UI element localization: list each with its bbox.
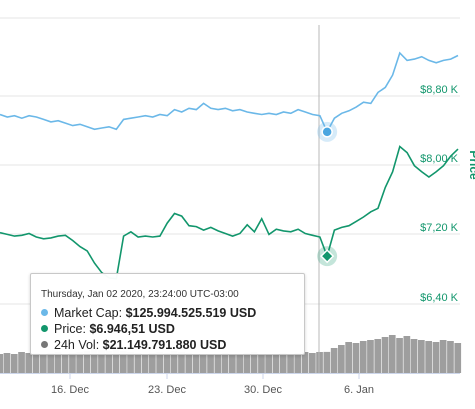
volume-bar (330, 348, 338, 373)
volume-bar (112, 350, 120, 373)
volume-bar (185, 353, 193, 373)
price-hover-point (320, 249, 335, 264)
volume-bar (214, 354, 222, 373)
y-axis-ticks: $6,40 K $7,20 K $8,00 K $8,80 K (420, 84, 459, 304)
volume-bar (279, 353, 287, 373)
volume-bar (243, 353, 251, 373)
volume-bar (90, 349, 98, 373)
volume-bar (127, 352, 134, 373)
volume-bar (410, 339, 418, 373)
price-series-line (0, 145, 459, 280)
volume-bar (396, 338, 403, 373)
x-axis-ticks: 16. Dec 23. Dec 30. Dec 6. Jan (51, 374, 374, 396)
volume-bar (316, 352, 323, 373)
volume-bar (221, 353, 229, 373)
volume-bar (265, 355, 272, 373)
x-tick-label: 30. Dec (244, 384, 282, 396)
volume-bar (294, 353, 302, 373)
y-tick-label: $6,40 K (420, 292, 459, 304)
market-cap-hover-point (321, 126, 333, 138)
tooltip-label: 24h Vol: (54, 338, 103, 352)
volume-bar (47, 353, 54, 373)
tooltip-value: $125.994.525.519 USD (125, 306, 257, 320)
volume-bar (323, 351, 331, 374)
volume-bar (54, 352, 62, 373)
volume-bar (199, 355, 207, 373)
volume-bar (170, 351, 178, 373)
volume-bar (359, 341, 367, 373)
volume-bar (454, 343, 462, 373)
tooltip-date: Thursday, Jan 02 2020, 23:24:00 UTC-03:0… (41, 289, 239, 300)
volume-bar (250, 352, 258, 373)
volume-bar (120, 351, 127, 373)
volume-bar (236, 355, 243, 373)
tooltip-row-volume: 24h Vol: $21.149.791.880 USD (41, 337, 304, 353)
volume-dot-icon (41, 341, 48, 348)
volume-bar (0, 354, 4, 373)
volume-bar (141, 354, 149, 373)
volume-bar (287, 354, 294, 373)
volume-bar (40, 354, 47, 373)
volume-bar (207, 355, 214, 373)
volume-bar (178, 352, 185, 373)
tooltip: Thursday, Jan 02 2020, 23:24:00 UTC-03:0… (30, 273, 305, 355)
volume-bar (10, 354, 18, 373)
y-tick-label: $8,00 K (420, 153, 459, 165)
volume-bar (418, 340, 425, 373)
volume-bar (25, 353, 33, 373)
tooltip-label: Market Cap: (54, 306, 126, 320)
volume-bar (425, 341, 432, 373)
y-tick-label: $8,80 K (420, 84, 459, 96)
volume-bar (338, 345, 345, 373)
market-cap-dot-icon (41, 309, 48, 316)
volume-bar (98, 350, 105, 373)
volume-bar (105, 351, 113, 373)
volume-bar (163, 353, 171, 373)
volume-bar (76, 352, 83, 373)
tooltip-row-price: Price: $6.946,51 USD (41, 321, 304, 337)
volume-bar (352, 343, 360, 373)
price-dot-icon (41, 325, 48, 332)
market-cap-series-line (0, 51, 459, 134)
volume-bar (149, 353, 156, 373)
volume-bar (447, 341, 454, 373)
volume-bar (258, 354, 265, 373)
volume-bar (156, 352, 163, 373)
tooltip-value: $21.149.791.880 USD (102, 338, 227, 352)
volume-bar (432, 342, 440, 373)
y-tick-label: $7,20 K (420, 222, 459, 234)
x-tick-label: 23. Dec (148, 384, 186, 396)
volume-bar (403, 336, 411, 373)
x-tick-label: 16. Dec (51, 384, 89, 396)
volume-bar (134, 353, 142, 373)
volume-bar (83, 351, 91, 373)
volume-bar (374, 339, 382, 373)
volume-bar (192, 354, 200, 373)
tooltip-row-market-cap: Market Cap: $125.994.525.519 USD (41, 305, 304, 321)
volume-bar (367, 340, 374, 373)
volume-bar (439, 340, 447, 373)
volume-bar (309, 353, 316, 373)
x-tick-label: 6. Jan (344, 384, 374, 396)
y-axis-title: Price (467, 150, 475, 180)
volume-bar (345, 342, 352, 373)
volume-bar (301, 352, 309, 373)
volume-series (0, 335, 462, 374)
volume-bar (61, 354, 69, 373)
hover-markers (317, 121, 338, 267)
gridlines (0, 17, 460, 305)
volume-bar (69, 353, 76, 373)
volume-bar (381, 337, 389, 373)
volume-bar (32, 353, 40, 373)
volume-bar (388, 335, 396, 373)
volume-bar (272, 354, 280, 373)
tooltip-label: Price: (54, 322, 90, 336)
tooltip-value: $6.946,51 USD (89, 322, 175, 336)
volume-bar (3, 353, 11, 373)
volume-bar (229, 354, 236, 373)
volume-bar (18, 352, 25, 373)
